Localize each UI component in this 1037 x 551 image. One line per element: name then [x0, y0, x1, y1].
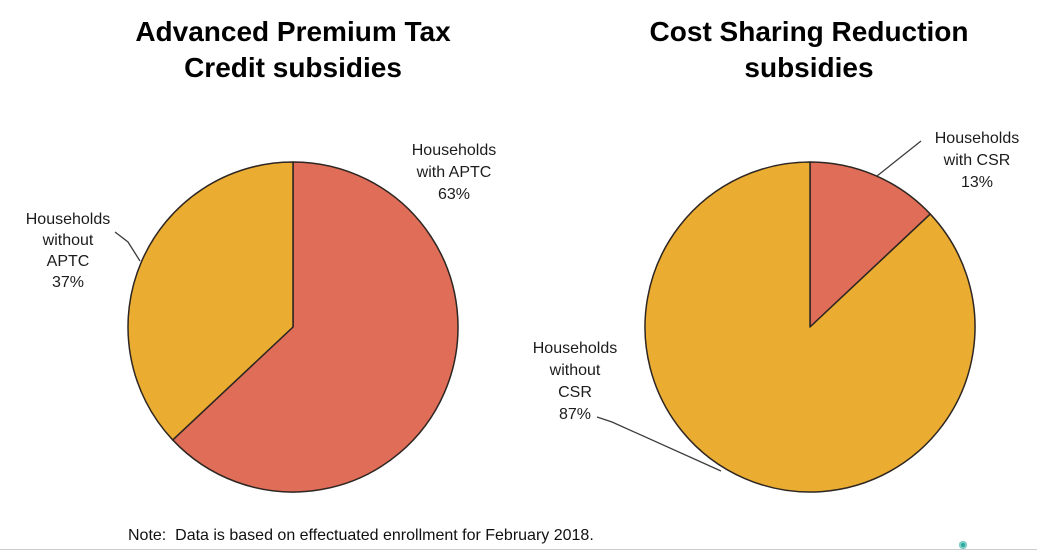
pie-slice-without-aptc [127, 161, 294, 441]
pie-chart-csr [644, 161, 976, 493]
bottom-divider-line [0, 549, 1037, 550]
teal-dot-mark [959, 541, 967, 549]
pie-slice-with-csr [809, 161, 932, 328]
callout-label-without-csr: Households without CSR 87% [532, 340, 618, 423]
callout-label-without-aptc: Households without APTC 37% [25, 211, 111, 291]
callout-label-with-csr: Households with CSR 13% [934, 130, 1020, 191]
right-chart-title: Cost Sharing Reduction subsidies [649, 16, 969, 83]
pie-slice-with-aptc [171, 161, 459, 493]
pie-chart-aptc [127, 161, 459, 493]
left-chart-title: Advanced Premium Tax Credit subsidies [135, 16, 451, 83]
pie-slice-without-csr [644, 161, 976, 493]
callout-label-with-aptc: Households with APTC 63% [411, 142, 497, 203]
footnote-text: Note: Data is based on effectuated enrol… [128, 527, 594, 544]
